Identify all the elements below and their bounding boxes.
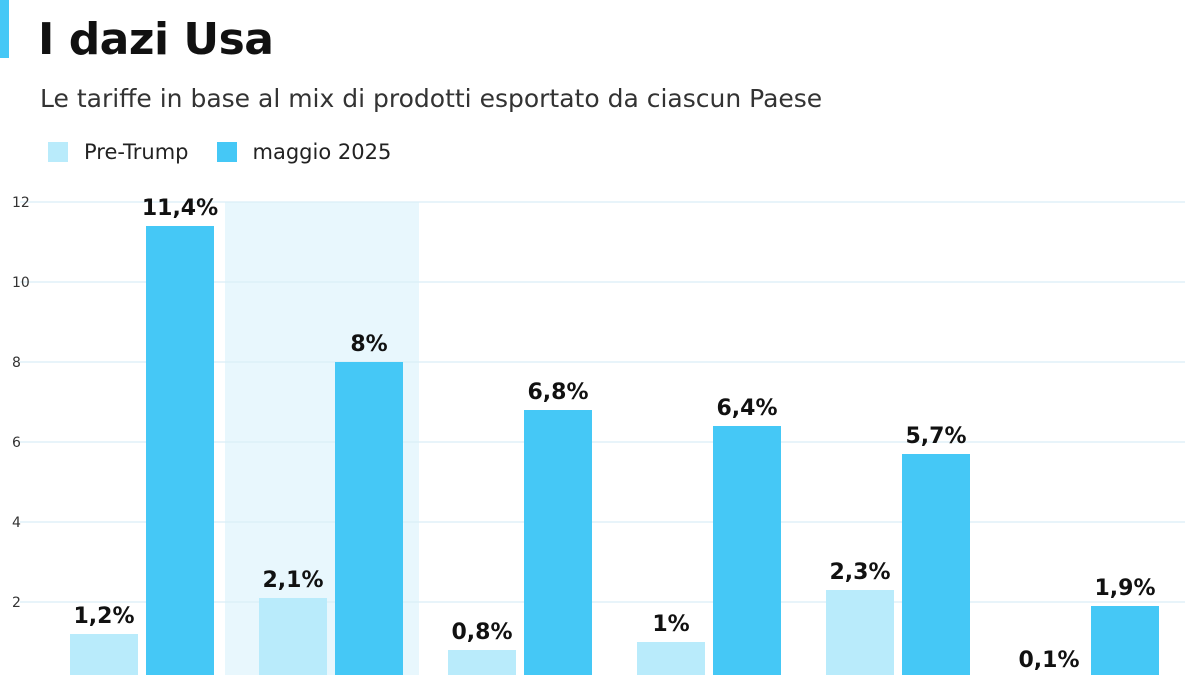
legend-item-maggio-2025: maggio 2025: [216, 140, 392, 164]
bar: [524, 410, 592, 675]
data-label: 8%: [350, 332, 387, 357]
legend: Pre-Trump maggio 2025: [48, 140, 419, 164]
legend-swatch-maggio-2025: [216, 142, 237, 162]
bar: [259, 598, 327, 675]
y-tick-label: 2: [12, 595, 21, 611]
bar: [713, 426, 781, 675]
bar: [146, 226, 214, 675]
bar: [70, 634, 138, 675]
chart-subtitle: Le tariffe in base al mix di prodotti es…: [40, 84, 823, 113]
data-label: 5,7%: [905, 424, 966, 449]
bar: [826, 590, 894, 675]
y-tick-label: 10: [12, 275, 30, 291]
bar: [637, 642, 705, 675]
data-label: 6,8%: [527, 380, 588, 405]
data-label: 6,4%: [716, 396, 777, 421]
legend-swatch-pre-trump: [48, 142, 68, 162]
data-label: 1%: [652, 612, 689, 637]
legend-label-maggio-2025: maggio 2025: [252, 140, 392, 164]
data-label: 1,2%: [73, 604, 134, 629]
data-label: 0,8%: [451, 620, 512, 645]
data-label: 2,3%: [829, 560, 890, 585]
data-label: 11,4%: [142, 196, 218, 221]
bar: [1091, 606, 1159, 675]
data-label: 2,1%: [262, 568, 323, 593]
chart-title: I dazi Usa: [38, 14, 274, 65]
legend-label-pre-trump: Pre-Trump: [84, 140, 189, 164]
y-tick-label: 6: [12, 435, 21, 451]
legend-item-pre-trump: Pre-Trump: [48, 140, 189, 164]
y-tick-label: 8: [12, 355, 21, 371]
y-tick-label: 4: [12, 515, 21, 531]
bar: [335, 362, 403, 675]
bar: [902, 454, 970, 675]
bar: [448, 650, 516, 675]
y-tick-label: 12: [12, 195, 30, 211]
title-accent-bar: [0, 0, 9, 58]
data-label: 0,1%: [1018, 648, 1079, 673]
data-label: 1,9%: [1094, 576, 1155, 601]
